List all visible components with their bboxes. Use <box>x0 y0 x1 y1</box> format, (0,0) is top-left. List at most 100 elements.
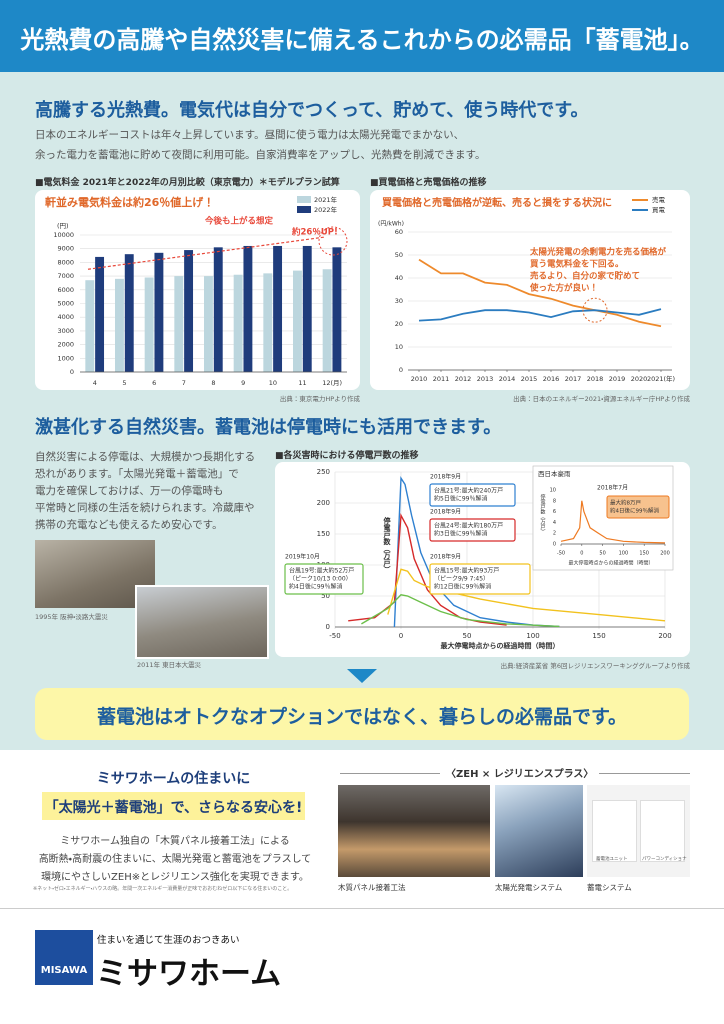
bar <box>293 270 302 372</box>
arrow <box>347 669 377 683</box>
annotation-text: 約3日後に99％解消 <box>434 530 487 538</box>
brand: ミサワホーム <box>96 956 282 992</box>
annotation-text: 約12日後に99％解消 <box>434 583 491 591</box>
series-line <box>418 258 662 328</box>
x-tick-label: 5 <box>122 379 126 387</box>
x-tick-label: 0 <box>399 632 403 640</box>
y-tick-label: 2000 <box>57 341 74 349</box>
bar <box>174 276 184 372</box>
bar <box>115 278 124 372</box>
bar <box>124 254 134 372</box>
y-axis-label: 停電戸数（万戸） <box>383 516 392 573</box>
photo-caption: 2011年 東日本大震災 <box>137 661 202 669</box>
x-tick-label: 2012 <box>455 375 472 383</box>
bar <box>243 245 253 372</box>
x-tick-label: -50 <box>557 551 565 557</box>
annotation-date: 2019年10月 <box>285 553 320 561</box>
x-tick-label: 2016 <box>543 375 560 383</box>
bar <box>332 247 342 372</box>
bar <box>263 273 273 372</box>
header-bar <box>0 0 724 72</box>
y-tick-label: 200 <box>317 499 330 507</box>
x-tick-label: 2015 <box>521 375 538 383</box>
x-tick-label: 9 <box>241 379 245 387</box>
storage-label: パワーコンディショナ <box>642 857 687 862</box>
banner-box <box>35 688 689 740</box>
section-body: 日本のエネルギーコストは年々上昇しています。昼間に使う電力は太陽光発電でまかない… <box>35 129 465 141</box>
section-heading: 高騰する光熱費。電気代は自分でつくって、貯めて、使う時代です。 <box>35 100 589 121</box>
headline-box <box>42 792 305 820</box>
bar <box>184 250 194 372</box>
y-tick-label: 250 <box>317 468 330 476</box>
x-axis-label: 最大停電時点からの経過時間（時間） <box>441 641 560 650</box>
y-tick-label: 8 <box>553 498 556 504</box>
x-tick-label: 4 <box>93 379 97 387</box>
chart-title: 買電価格と売電価格が逆転、売ると損をする状況に <box>382 196 612 209</box>
x-tick-label: 7 <box>182 379 186 387</box>
bar <box>95 256 105 372</box>
y-tick-label: 40 <box>395 274 403 282</box>
y-unit: (円) <box>57 222 69 230</box>
chart: 買電価格と売電価格が逆転、売ると損をする状況に (円/kWh) 0 10 20 30 40 5… <box>378 195 675 383</box>
chart-title: 軒並み電気料金は約26％値上げ！ <box>45 195 214 209</box>
logo: MISAWA <box>40 965 88 976</box>
photo-caption: 1995年 阪神・淡路大震災 <box>35 613 108 621</box>
footnote: ※ネット・ゼロ・エネルギー・ハウスの略。年間一次エネルギー消費量が正味でおおむね… <box>33 886 293 892</box>
storage-label: 蓄電池ユニット <box>596 857 628 862</box>
tagline: 住まいを通じて生涯のおつきあい <box>97 935 240 946</box>
y-tick-label: 50 <box>321 592 330 600</box>
bottom-body: ミサワホーム独自の「木質パネル接着工法」による <box>60 836 290 847</box>
bottom-body: 環境にやさしいZEH※とレジリエンス強化を実現できます。 <box>41 872 309 883</box>
annotation-text: 最大約8万戸 <box>610 499 641 507</box>
y-tick-label: 1000 <box>57 354 74 362</box>
annotation-text: 約5日後に99％解消 <box>434 495 487 503</box>
annotation: 使った方が良い！ <box>529 283 598 294</box>
y-tick-label: 150 <box>317 530 330 538</box>
bottom-body: 高断熱・高耐震の住まいに、太陽光発電と蓄電池をプラスして <box>38 854 312 865</box>
y-tick-label: 9000 <box>57 245 74 253</box>
chart-source: 出典:経済産業省 第6回レジリエンスワーキンググループより作成 <box>500 662 690 670</box>
bar <box>154 252 164 372</box>
annotation-text: 台風19号:最大約52万戸 <box>289 567 354 575</box>
y-tick-label: 0 <box>70 368 74 376</box>
y-tick-label: 10000 <box>53 231 74 239</box>
x-tick-label: 150 <box>639 551 649 557</box>
bar <box>322 269 332 372</box>
inset-title: 西日本豪雨 <box>538 469 571 478</box>
annotation-text: 台風21号:最大約240万戸 <box>434 487 503 495</box>
annotation-text: （ピーク10/13 0:00） <box>289 576 352 583</box>
chart-box <box>370 190 690 390</box>
y-tick-label: 10 <box>550 488 556 494</box>
photo-caption: 太陽光発電システム <box>495 883 563 892</box>
y-tick-label: 50 <box>395 251 403 259</box>
y-unit: (円/kWh) <box>378 221 404 228</box>
storage-unit <box>592 800 637 862</box>
series-line <box>560 500 666 544</box>
chart-caption: ■各災害時における停電戸数の推移 <box>275 451 419 461</box>
annotation-text: 台風15号:最大約93万戸 <box>434 567 499 575</box>
bar <box>85 280 95 372</box>
section-heading: 激甚化する自然災害。蓄電池は停電時にも活用できます。 <box>35 417 502 438</box>
x-tick-label: 100 <box>619 551 629 557</box>
annotation-box <box>429 483 516 507</box>
x-tick-label: 2020 <box>631 375 648 383</box>
annotation: 太陽光発電の余剰電力を売る価格が <box>529 247 667 258</box>
x-tick-label: 8 <box>211 379 215 387</box>
y-tick-label: 2 <box>553 531 556 537</box>
chart-source: 出典：日本のエネルギー2021・資源エネルギー庁HPより作成 <box>513 395 690 403</box>
annotation: 今後も上がる想定 <box>204 216 274 227</box>
x-tick-label: 100 <box>526 632 539 640</box>
annotation: 売るより、自分の家で貯めて <box>529 271 640 282</box>
section-body: 自然災害による停電は、大規模かつ長期化する <box>35 451 256 463</box>
annotation-date: 2018年9月 <box>430 508 461 516</box>
annotation-box <box>606 495 670 519</box>
x-tick-label: 2021(年) <box>647 374 675 383</box>
x-tick-label: 11 <box>298 379 306 387</box>
bar <box>302 245 312 372</box>
x-tick-label: 12(月) <box>322 379 342 387</box>
inset-date: 2018年7月 <box>597 484 628 492</box>
chart-source: 出典：東京電力HPより作成 <box>279 395 360 403</box>
legend-swatch <box>297 206 311 213</box>
